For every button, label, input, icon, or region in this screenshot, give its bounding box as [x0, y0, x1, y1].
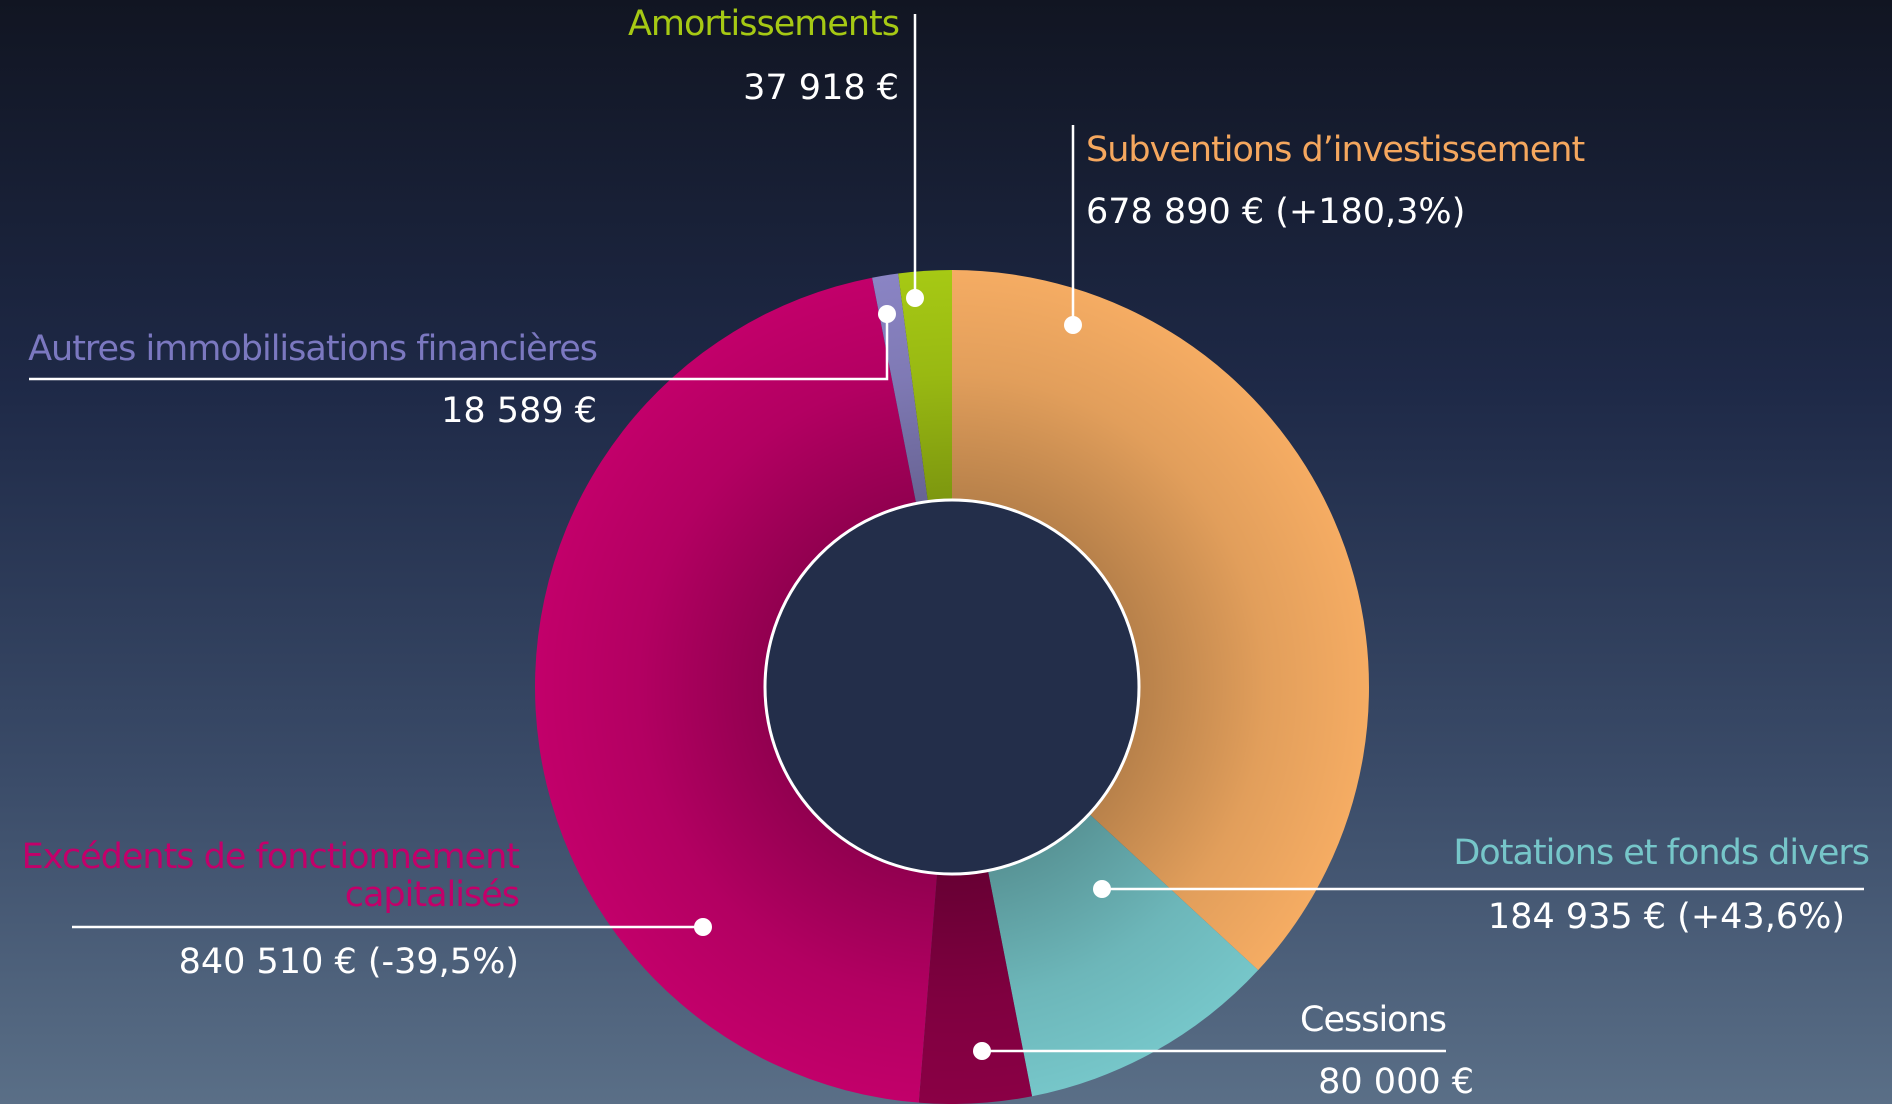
leader-dot [973, 1042, 991, 1060]
category-label: Amortissements [627, 4, 900, 44]
value-label: 37 918 € [743, 68, 899, 108]
leader-dot [1093, 880, 1111, 898]
leader-dot [694, 918, 712, 936]
category-label: Subventions d’investissement [1086, 130, 1585, 170]
leader-line [29, 314, 889, 381]
value-label: 678 890 € (+180,3%) [1086, 192, 1466, 232]
leader-dot [1064, 316, 1082, 334]
category-label: Excédents de fonctionnement capitalisés [21, 837, 520, 915]
category-label: Dotations et fonds divers [1453, 833, 1870, 873]
value-label: 184 935 € (+43,6%) [1487, 897, 1845, 937]
value-label: 840 510 € (-39,5%) [178, 942, 519, 982]
value-label: 18 589 € [441, 391, 597, 431]
category-label: Cessions [1300, 1000, 1447, 1040]
value-label: 80 000 € [1318, 1062, 1474, 1102]
leader-dot [906, 289, 924, 307]
leader-dot [878, 305, 896, 323]
category-label: Autres immobilisations financières [28, 329, 598, 369]
donut-hole [763, 498, 1141, 876]
